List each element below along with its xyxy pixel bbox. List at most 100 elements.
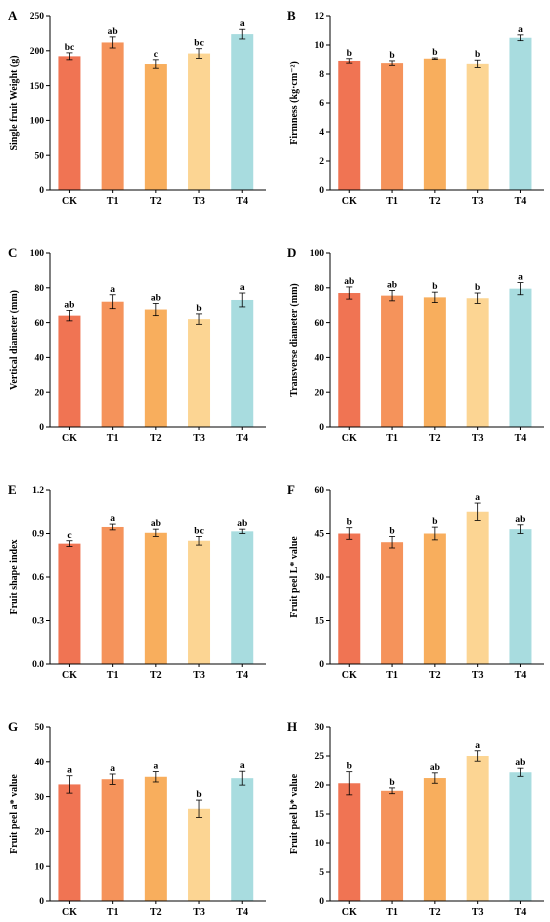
y-axis-label: Transverse diameter (mm) [289, 283, 300, 396]
panel-letter: A [8, 8, 18, 23]
significance-label: bc [194, 526, 204, 536]
y-tick-label: 12 [315, 12, 325, 22]
x-tick-label: T4 [515, 907, 527, 918]
significance-label: b [432, 48, 437, 58]
panel-e: E Fruit shape index c CK a T1 ab T2 bc T3 ab T4 0.0 0… [8, 482, 266, 681]
y-tick-label: 20 [35, 388, 45, 398]
bar-ck [338, 533, 361, 664]
significance-label: bc [194, 39, 204, 49]
x-tick-label: CK [342, 433, 357, 444]
y-tick-label: 0.9 [32, 530, 44, 540]
significance-label: a [110, 764, 115, 774]
bar-t4 [509, 288, 532, 427]
panel-letter: G [8, 719, 18, 734]
error-bar [431, 772, 438, 784]
y-axis-label: Firmness (kg·cm⁻²) [289, 61, 300, 145]
x-tick-label: T1 [107, 907, 119, 918]
x-tick-label: T4 [515, 196, 527, 207]
x-tick-label: T3 [472, 670, 484, 681]
y-tick-label: 10 [35, 862, 45, 872]
panel-b: B Firmness (kg·cm⁻²) b CK b T1 b T2 b T3 a T4 0 2 4 6 8 1… [287, 8, 544, 207]
error-bar [517, 282, 524, 296]
y-tick-label: 100 [30, 249, 45, 259]
y-tick-label: 1.2 [32, 486, 44, 496]
x-tick-label: T2 [429, 196, 441, 207]
error-bar [109, 523, 116, 531]
error-bar [66, 540, 73, 547]
x-tick-label: CK [62, 907, 77, 918]
bar-t3 [188, 808, 211, 901]
y-tick-label: 20 [315, 781, 325, 791]
y-tick-label: 0.0 [32, 660, 44, 670]
x-tick-label: T3 [193, 907, 205, 918]
x-tick-label: CK [342, 196, 357, 207]
error-bar [346, 58, 353, 64]
error-bar [66, 52, 73, 61]
error-bar [239, 292, 246, 308]
significance-label: ab [430, 763, 440, 773]
bar-t3 [188, 319, 211, 427]
bar-t4 [509, 37, 532, 190]
bar-t4 [509, 772, 532, 901]
bar-t3 [466, 63, 489, 190]
error-bar [239, 770, 246, 786]
y-tick-label: 80 [35, 284, 45, 294]
y-tick-label: 0 [39, 897, 44, 907]
error-bar [239, 28, 246, 40]
panel-letter: C [8, 245, 17, 260]
error-bar [389, 787, 396, 795]
error-bar [474, 292, 481, 304]
x-tick-label: T2 [429, 433, 441, 444]
x-tick-label: T4 [236, 670, 248, 681]
y-tick-label: 0 [319, 897, 324, 907]
significance-label: bc [65, 43, 75, 53]
bar-t4 [231, 531, 254, 664]
panel-f: F Fruit peel L* value b CK b T1 b T2 a T3 ab T4 0 15 3… [287, 482, 544, 681]
bar-t4 [231, 778, 254, 901]
y-tick-label: 60 [315, 486, 325, 496]
y-tick-label: 50 [35, 151, 45, 161]
y-axis-label: Single fruit Weight (g) [9, 55, 20, 150]
error-bar [346, 771, 353, 796]
bar-t2 [423, 778, 446, 901]
x-tick-label: T3 [472, 196, 484, 207]
bar-t1 [101, 301, 124, 427]
bar-ck [58, 56, 81, 191]
significance-label: c [154, 50, 158, 60]
panel-g: G Fruit peel a* value a CK a T1 a T2 b T3 a T4 0 10 20… [8, 719, 266, 918]
x-tick-label: CK [62, 433, 77, 444]
significance-label: b [475, 50, 480, 60]
significance-label: b [389, 526, 394, 536]
bar-t1 [101, 779, 124, 901]
panel-letter: D [287, 245, 296, 260]
significance-label: b [389, 51, 394, 61]
x-tick-label: T4 [236, 196, 248, 207]
error-bar [66, 775, 73, 794]
y-tick-label: 0.6 [32, 573, 44, 583]
error-bar [517, 524, 524, 534]
y-tick-label: 40 [315, 354, 325, 364]
x-tick-label: T4 [236, 907, 248, 918]
significance-label: b [389, 778, 394, 788]
x-tick-label: T2 [429, 907, 441, 918]
significance-label: a [153, 762, 158, 772]
error-bar [152, 303, 159, 317]
y-tick-label: 30 [315, 573, 325, 583]
bar-t2 [423, 297, 446, 427]
error-bar [474, 750, 481, 762]
significance-label: ab [344, 277, 354, 287]
y-tick-label: 10 [315, 839, 325, 849]
y-axis-label: Fruit peel b* value [289, 773, 300, 854]
y-tick-label: 45 [315, 530, 325, 540]
y-tick-label: 40 [35, 758, 45, 768]
y-tick-label: 2 [319, 157, 324, 167]
x-tick-label: T1 [386, 433, 398, 444]
y-tick-label: 15 [315, 617, 325, 627]
significance-label: b [196, 304, 201, 314]
panel-letter: E [8, 482, 17, 497]
x-tick-label: T1 [107, 433, 119, 444]
y-tick-label: 250 [30, 12, 45, 22]
x-tick-label: T1 [107, 670, 119, 681]
error-bar [152, 528, 159, 537]
